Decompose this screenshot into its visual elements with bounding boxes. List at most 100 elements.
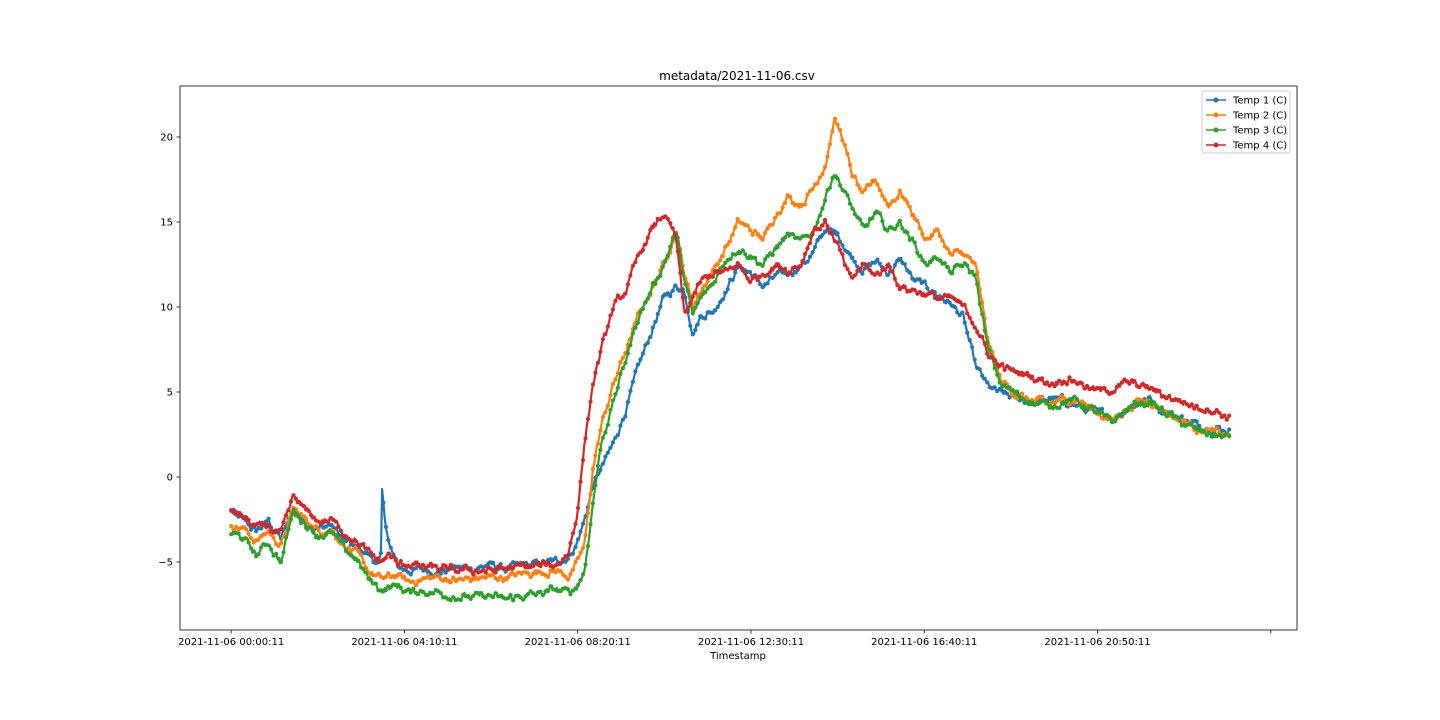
data-point — [690, 311, 695, 316]
data-point — [274, 551, 279, 557]
data-point — [985, 351, 990, 356]
data-point — [383, 574, 388, 580]
data-point — [947, 300, 952, 305]
data-point — [1057, 406, 1062, 411]
data-point — [538, 563, 543, 568]
data-point — [466, 594, 471, 599]
data-point — [266, 543, 271, 548]
data-point — [748, 269, 753, 275]
data-point — [386, 538, 391, 543]
data-point — [343, 548, 348, 553]
data-point — [840, 252, 845, 257]
data-point — [668, 221, 673, 226]
data-point — [590, 466, 596, 471]
data-point — [431, 591, 436, 596]
data-point — [598, 467, 603, 473]
data-point — [970, 345, 975, 350]
data-point — [545, 588, 551, 594]
data-point — [870, 216, 875, 221]
data-point — [927, 236, 932, 241]
data-point — [775, 245, 780, 250]
data-point — [1222, 413, 1227, 418]
data-point — [665, 253, 670, 258]
data-point — [573, 521, 578, 526]
data-point — [610, 382, 616, 387]
data-point — [421, 563, 426, 568]
data-point — [640, 306, 646, 311]
data-point — [797, 264, 803, 269]
data-point — [598, 447, 603, 453]
data-point — [521, 597, 526, 602]
data-point — [303, 516, 309, 521]
data-point — [306, 508, 311, 513]
data-point — [426, 569, 431, 574]
data-point — [817, 227, 823, 232]
data-point — [925, 286, 930, 291]
data-point — [421, 589, 426, 595]
data-point — [980, 312, 985, 317]
data-point — [905, 200, 910, 205]
data-point — [972, 357, 977, 362]
data-point — [982, 376, 987, 381]
data-point — [595, 441, 601, 446]
data-point — [600, 414, 606, 420]
data-point — [857, 217, 863, 222]
data-point — [730, 232, 735, 237]
data-point — [837, 183, 843, 188]
data-point — [840, 243, 845, 248]
data-point — [1124, 407, 1129, 413]
data-point — [822, 198, 828, 203]
data-point — [835, 231, 840, 236]
data-point — [513, 573, 518, 578]
data-point — [820, 171, 825, 177]
data-point — [725, 242, 730, 247]
data-point — [680, 295, 685, 300]
data-point — [264, 519, 269, 524]
data-point — [713, 308, 718, 313]
data-point — [436, 574, 441, 579]
data-point — [251, 549, 256, 554]
data-point — [905, 230, 910, 235]
data-point — [361, 560, 366, 565]
data-point — [725, 287, 730, 292]
data-point — [610, 398, 616, 403]
data-point — [620, 355, 626, 360]
data-point — [1129, 408, 1134, 413]
data-point — [595, 463, 601, 468]
data-point — [1054, 381, 1060, 386]
data-point — [847, 251, 853, 257]
data-point — [850, 206, 855, 211]
data-point — [620, 366, 626, 371]
data-point — [408, 590, 413, 595]
data-point — [800, 258, 805, 264]
data-point — [690, 294, 695, 300]
data-point — [356, 558, 361, 563]
data-point — [443, 563, 448, 569]
data-point — [845, 193, 850, 198]
legend-marker — [1213, 97, 1219, 103]
data-point — [970, 269, 975, 274]
data-point — [363, 570, 368, 575]
data-point — [832, 116, 838, 121]
data-point — [593, 370, 598, 375]
data-point — [398, 558, 403, 564]
data-point — [568, 572, 573, 577]
data-point — [735, 216, 740, 222]
x-axis: 2021-11-06 00:00:11 2021-11-06 04:10:11 20… — [178, 630, 1272, 648]
data-point — [468, 568, 473, 573]
data-point — [765, 254, 770, 259]
data-point — [885, 273, 890, 278]
data-point — [788, 194, 793, 199]
data-point — [875, 257, 880, 262]
data-point — [373, 581, 378, 586]
data-point — [1214, 426, 1219, 431]
data-point — [393, 558, 398, 563]
data-point — [810, 250, 815, 255]
data-point — [698, 295, 703, 300]
data-point — [583, 436, 588, 441]
data-point — [880, 193, 885, 198]
data-point — [588, 492, 593, 497]
data-point — [1062, 396, 1067, 401]
data-point — [618, 372, 623, 377]
data-point — [760, 263, 765, 268]
